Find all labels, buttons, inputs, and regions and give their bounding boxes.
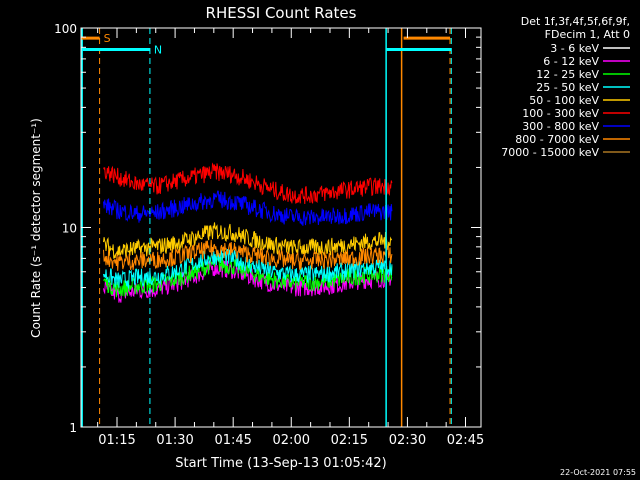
legend-label: 50 - 100 keV [529,94,599,107]
legend-entry: 12 - 25 keV [536,68,630,81]
legend-label: 6 - 12 keV [543,55,599,68]
x-axis: 01:15 01:30 01:45 02:00 02:15 02:30 02:45 [97,28,484,448]
legend-entry: 25 - 50 keV [536,81,630,94]
legend-label: 12 - 25 keV [536,68,599,81]
footer-timestamp: 22-Oct-2021 07:55 [560,468,636,477]
legend-entry: 100 - 300 keV [522,107,630,120]
flag-label-s: S [104,32,111,45]
legend-entry: 300 - 800 keV [522,120,630,133]
series-line-800-7000-kev [103,239,393,271]
series-line-12-25-kev [103,255,393,298]
y-axis: 1 10 100 [54,22,481,435]
legend-label: 7000 - 15000 keV [501,146,599,159]
series-line-25-50-kev [103,248,393,290]
legend-label: 800 - 7000 keV [515,133,599,146]
series-line-50-100-kev [103,222,393,259]
legend-entry: 50 - 100 keV [529,94,630,107]
legend-entry: 800 - 7000 keV [515,133,630,146]
x-tick-label: 02:15 [331,433,368,448]
x-tick-label: 02:45 [447,433,484,448]
x-tick-label: 01:15 [98,433,135,448]
series-line-300-800-kev [103,190,393,226]
legend-label: 300 - 800 keV [522,120,599,133]
y-axis-label: Count Rate (s⁻¹ detector segment⁻¹) [29,118,43,338]
legend-label: 3 - 6 keV [550,42,599,55]
x-axis-label: Start Time (13-Sep-13 01:05:42) [175,456,386,471]
legend: Det 1f,3f,4f,5f,6f,9f, FDecim 1, Att 0 3… [501,15,630,159]
legend-label: 25 - 50 keV [536,81,599,94]
legend-entry: 3 - 6 keV [550,42,630,55]
chart-title: RHESSI Count Rates [206,4,357,22]
x-tick-label: 02:00 [273,433,310,448]
x-tick-label: 01:30 [156,433,193,448]
x-tick-label: 02:30 [389,433,426,448]
legend-entry: 6 - 12 keV [543,55,630,68]
series-line-100-300-kev [103,162,393,205]
flag-label-n: N [154,44,162,57]
y-tick-label: 100 [54,22,77,36]
legend-header-line-2: FDecim 1, Att 0 [545,28,630,41]
x-tick-label: 01:45 [214,433,251,448]
series-line-3-6-kev [103,275,393,341]
legend-header-line-1: Det 1f,3f,4f,5f,6f,9f, [521,15,630,28]
y-tick-label: 1 [69,421,77,435]
y-tick-label: 10 [62,222,77,236]
legend-entry: 7000 - 15000 keV [501,146,630,159]
legend-label: 100 - 300 keV [522,107,599,120]
